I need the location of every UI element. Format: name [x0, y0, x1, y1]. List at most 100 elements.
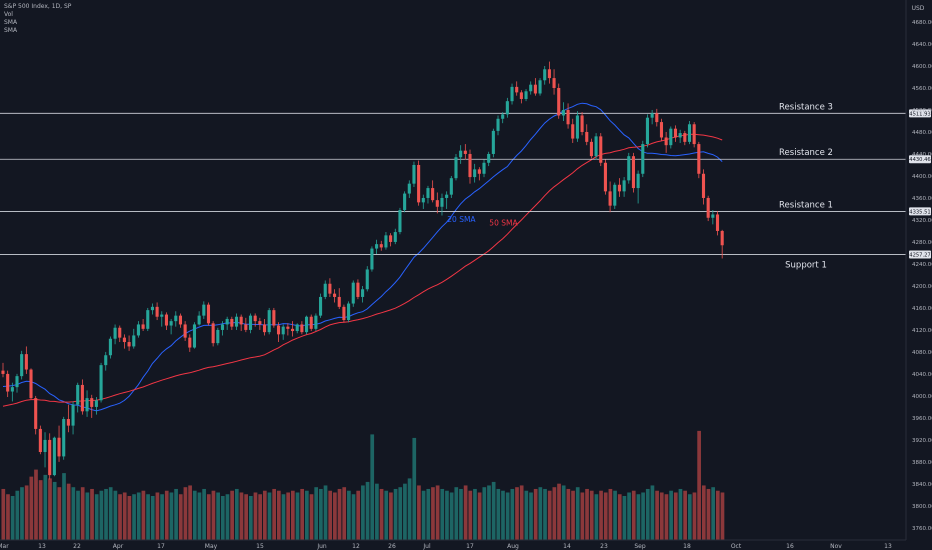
volume-bar: [136, 492, 141, 540]
candle: [697, 144, 701, 174]
volume-bar: [384, 490, 389, 540]
price-tick-4040: 4040.00: [912, 372, 932, 378]
volume-bar: [337, 488, 342, 540]
volume-bar: [351, 494, 356, 540]
candle: [557, 87, 561, 116]
price-tick-4160: 4160.00: [912, 306, 932, 312]
volume-bar: [557, 483, 561, 540]
candle: [48, 439, 52, 476]
candle: [244, 324, 248, 330]
price-tick-4520: 4520.00: [912, 108, 932, 114]
candle: [323, 283, 327, 297]
volume-bar: [552, 487, 557, 540]
legend-sma-50[interactable]: SMA: [4, 27, 18, 34]
candle: [202, 304, 206, 316]
candle: [113, 327, 117, 339]
candle: [613, 184, 617, 206]
candle: [169, 321, 173, 326]
volume-bar: [421, 490, 426, 540]
volume-bar: [487, 485, 491, 540]
price-tick-4680: 4680.00: [912, 20, 932, 26]
volume-bar: [389, 492, 393, 540]
volume-bar: [608, 488, 613, 540]
candle: [76, 384, 80, 405]
volume-bar: [34, 469, 38, 540]
candle: [491, 130, 495, 154]
candle: [71, 404, 75, 426]
volume-bar: [370, 434, 375, 540]
price-tick-4440: 4440.00: [912, 152, 932, 158]
candle: [267, 310, 271, 333]
candle: [192, 324, 197, 348]
time-tick-3: Apr: [113, 543, 124, 550]
volume-bar: [650, 485, 655, 540]
time-tick-13: 14: [563, 543, 571, 550]
candle: [599, 136, 603, 163]
volume-bar: [529, 492, 533, 540]
volume-bar: [603, 492, 608, 540]
price-tick-3800: 3800.00: [912, 504, 932, 510]
candle: [20, 354, 24, 377]
candle: [524, 91, 528, 99]
volume-bar: [561, 485, 566, 540]
volume-bar: [192, 490, 197, 540]
candle: [178, 315, 183, 325]
level-price-tag: [909, 109, 931, 118]
candle: [384, 235, 388, 248]
candle: [206, 304, 211, 324]
volume-bar: [426, 488, 431, 540]
candle: [272, 310, 276, 326]
volume-bar: [319, 488, 323, 540]
volume-bar: [272, 488, 277, 540]
candle: [356, 282, 360, 297]
candle: [262, 324, 267, 333]
time-tick-12: Aug: [507, 543, 519, 550]
candle: [515, 86, 519, 93]
volume-bar: [575, 487, 580, 540]
candle: [160, 314, 164, 317]
candle: [398, 210, 402, 233]
candle: [608, 191, 612, 206]
time-tick-11: 17: [466, 543, 474, 550]
candle: [650, 113, 654, 118]
candle: [389, 235, 393, 242]
candle: [300, 324, 304, 333]
time-tick-1: 13: [38, 543, 46, 550]
legend-sma-20[interactable]: SMA: [4, 19, 18, 26]
candle: [417, 164, 421, 203]
sma-annotation: 20 SMA: [447, 215, 476, 224]
volume-bar: [104, 488, 108, 540]
volume-bar: [164, 490, 169, 540]
candle: [211, 323, 215, 344]
candle: [585, 131, 589, 142]
candle: [234, 316, 239, 327]
volume-bar: [543, 488, 547, 540]
candle: [248, 315, 253, 330]
volume-bar: [1, 488, 6, 540]
volume-bar: [295, 492, 300, 540]
candle: [347, 303, 351, 321]
candle: [547, 69, 551, 79]
price-tick-4080: 4080.00: [912, 350, 932, 356]
volume-bar: [482, 487, 487, 540]
legend-symbol[interactable]: S&P 500 Index, 1D, SP: [4, 3, 72, 10]
candle: [85, 398, 89, 412]
level-price-tag-text: 4511.93: [909, 111, 930, 117]
volume-bar: [687, 494, 692, 540]
candle: [15, 376, 19, 388]
candle: [29, 369, 33, 399]
candle: [286, 326, 290, 329]
volume-bar: [225, 494, 230, 540]
candle: [10, 387, 14, 392]
price-tick-4600: 4600.00: [912, 64, 932, 70]
legend-volume[interactable]: Vol: [4, 11, 13, 18]
volume-bar: [323, 485, 328, 540]
candle: [379, 244, 383, 248]
candle: [603, 162, 607, 192]
candle: [146, 310, 150, 329]
level-label: Resistance 1: [779, 200, 833, 210]
candle: [150, 306, 154, 311]
volume-bar: [566, 488, 571, 540]
volume-bar: [108, 487, 113, 540]
price-tick-4400: 4400.00: [912, 174, 932, 180]
